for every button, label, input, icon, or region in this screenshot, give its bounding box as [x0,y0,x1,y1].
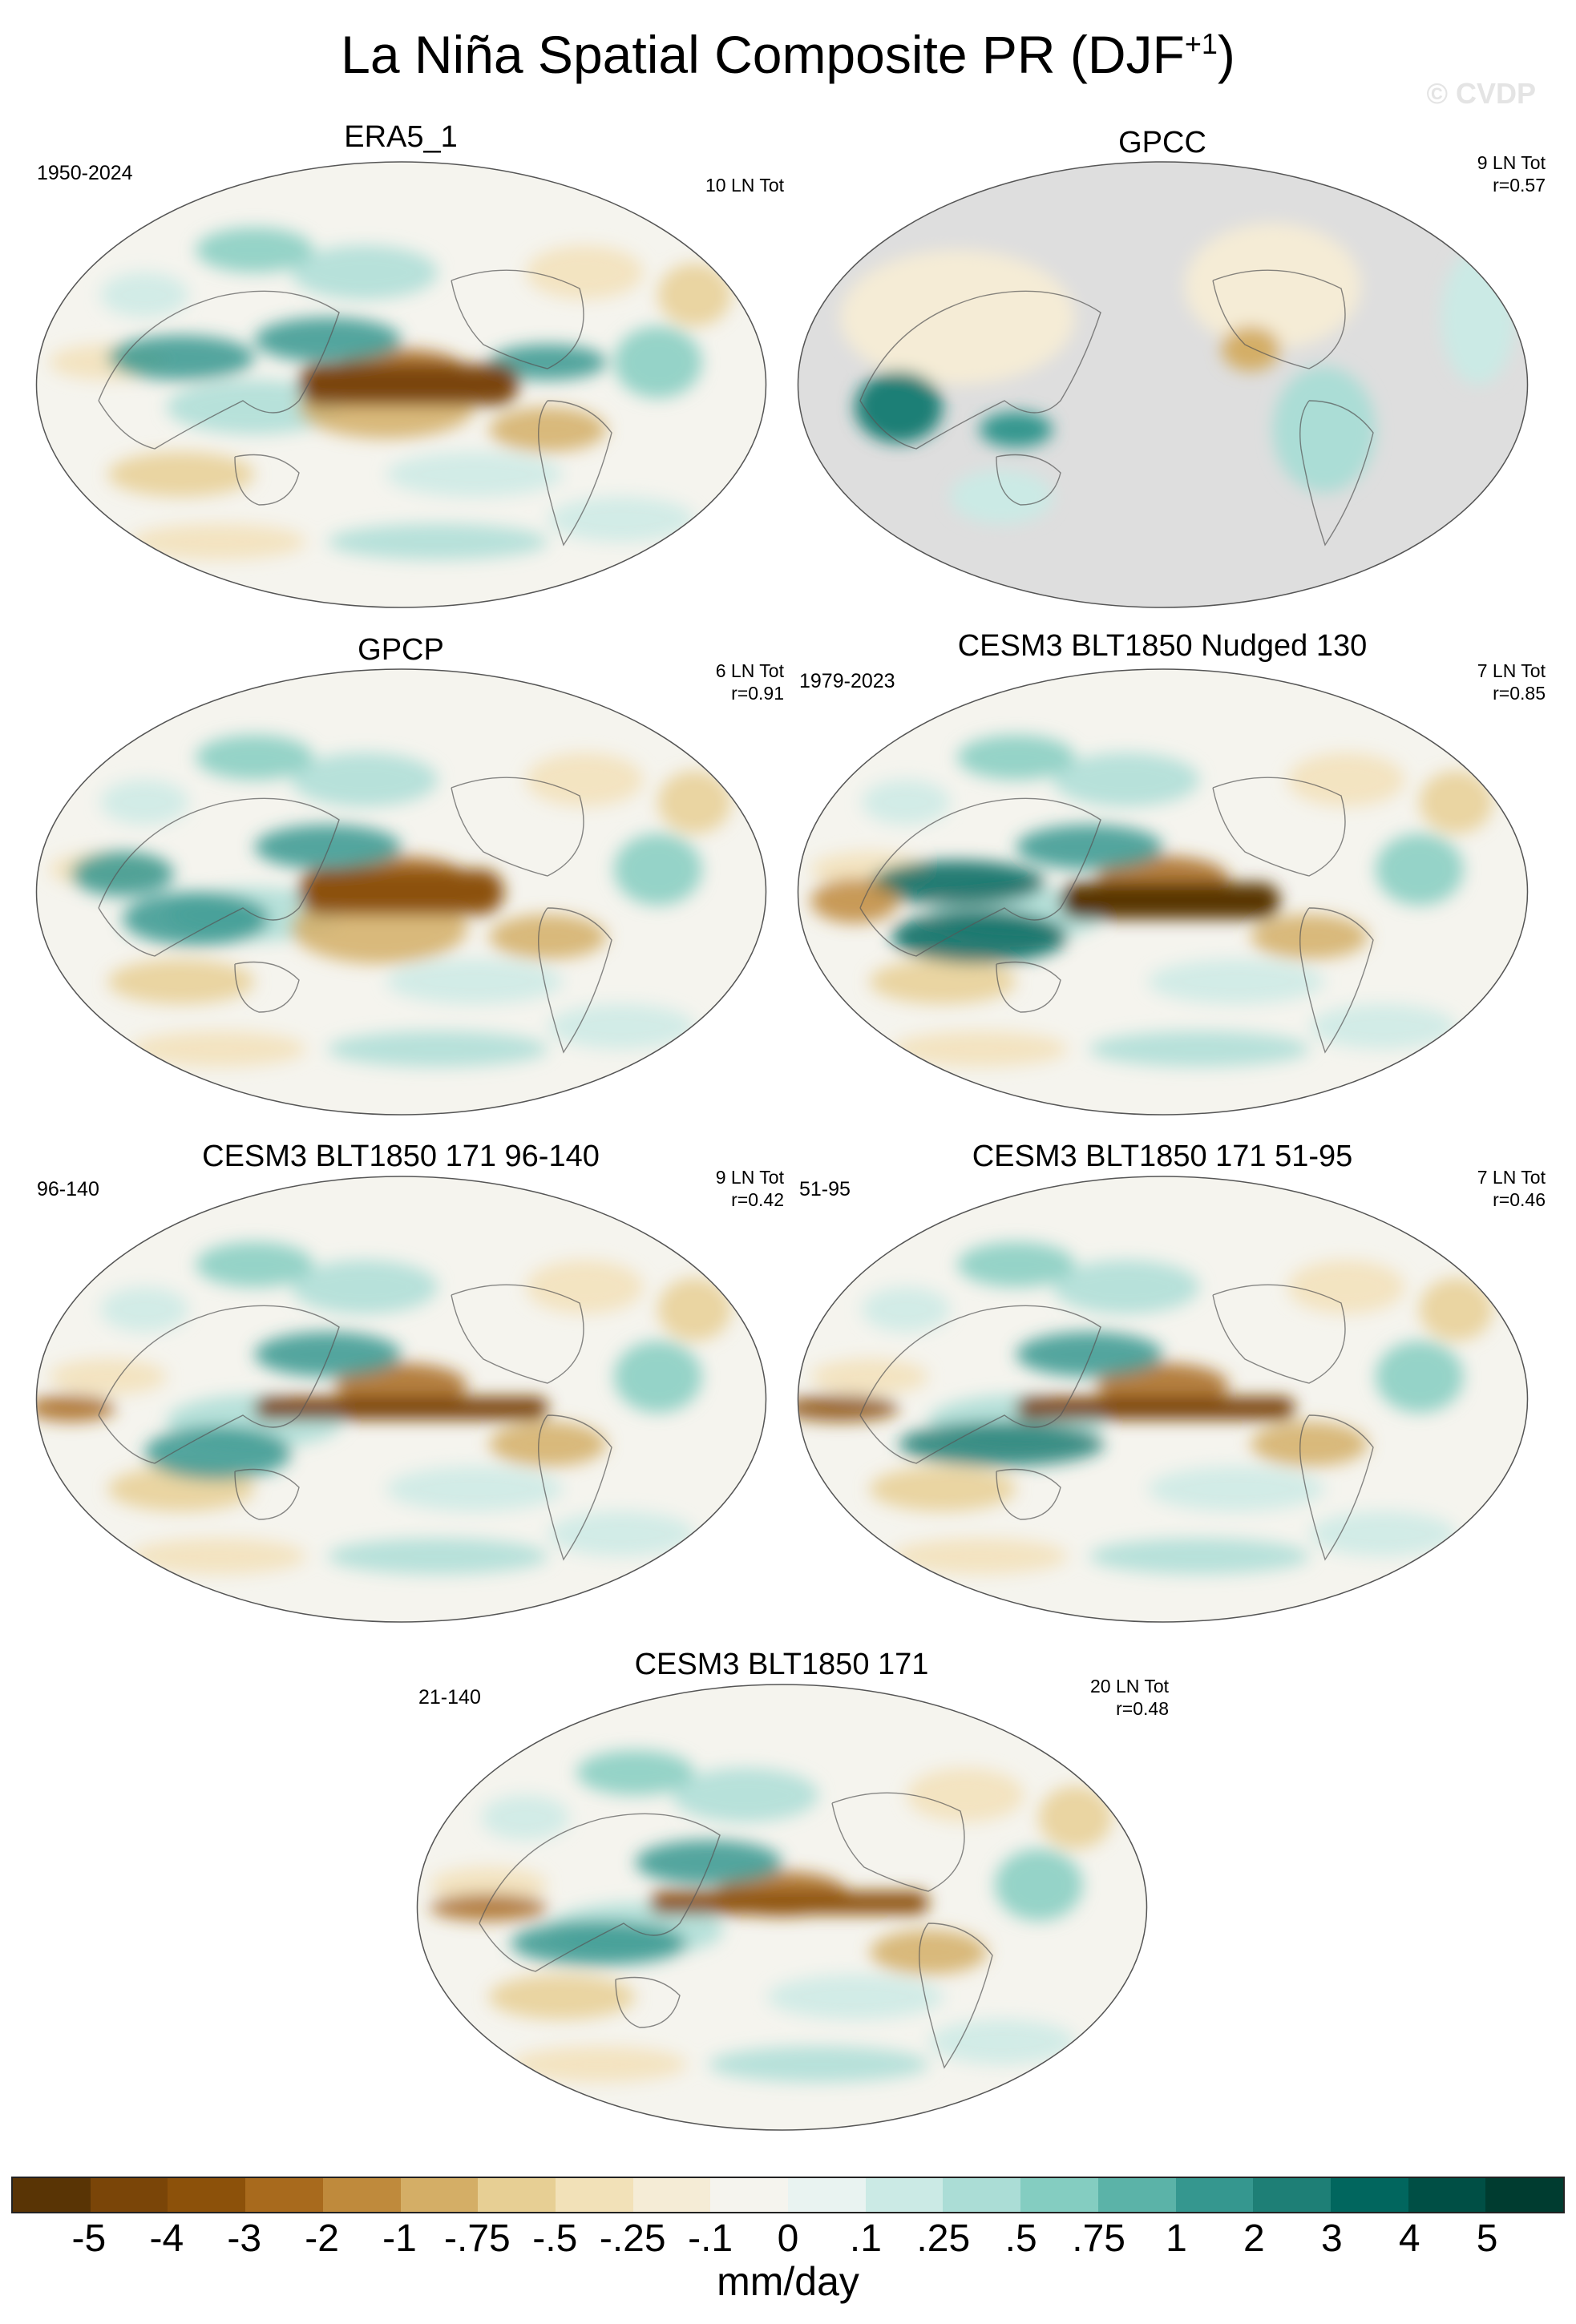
map-96-140 [35,1176,767,1623]
colorbar [11,2177,1565,2213]
colorbar-tick-label: -.5 [532,2217,578,2260]
colorbar-swatch [322,2178,401,2212]
colorbar-swatch [245,2178,323,2212]
colorbar-swatch [90,2178,168,2212]
colorbar-swatch [1485,2178,1564,2212]
panel-title-21-140: CESM3 BLT1850 171 [634,1648,929,1681]
map-gpcp [35,668,767,1116]
colorbar-tick-label: 4 [1398,2217,1420,2260]
panel-title-96-140: CESM3 BLT1850 171 96-140 [202,1140,600,1173]
colorbar-swatch [1408,2178,1486,2212]
colorbar-swatch [13,2178,91,2212]
colorbar-tick-label: -2 [305,2217,339,2260]
colorbar-tick-label: -5 [71,2217,107,2260]
colorbar-tick-label: 2 [1243,2217,1265,2260]
colorbar-swatch [168,2178,246,2212]
stats-label-96-140: 9 LN Tot r=0.42 [715,1167,784,1210]
colorbar-swatch [710,2178,789,2212]
colorbar-swatch [1175,2178,1254,2212]
panel-title-51-95: CESM3 BLT1850 171 51-95 [972,1140,1353,1173]
panel-title-nudged: CESM3 BLT1850 Nudged 130 [957,629,1368,663]
colorbar-swatch [632,2178,711,2212]
map-era5 [35,161,767,608]
colorbar-swatch [788,2178,866,2212]
colorbar-tick-label: -3 [227,2217,262,2260]
period-label-51-95: 51-95 [799,1178,851,1200]
colorbar-tick-label: .5 [1004,2217,1037,2260]
colorbar-tick-label: 5 [1476,2217,1498,2260]
period-label-nudged: 1979-2023 [799,670,895,692]
map-gpcc [797,161,1529,608]
colorbar-swatch [478,2178,556,2212]
colorbar-tick-label: 0 [777,2217,799,2260]
colorbar-tick-label: -.75 [444,2217,511,2260]
colorbar-swatch [1020,2178,1098,2212]
figure-title: La Niña Spatial Composite PR (DJF+1) [341,25,1235,84]
panel-title-gpcc: GPCC [1118,126,1206,159]
watermark: © CVDP [1426,77,1536,110]
map-21-140 [416,1684,1148,2131]
colorbar-swatch [1330,2178,1408,2212]
colorbar-units: mm/day [717,2259,859,2304]
stats-label-era5: 10 LN Tot [705,175,784,196]
stats-label-gpcp: 6 LN Tot r=0.91 [715,660,784,704]
stats-label-21-140: 20 LN Tot r=0.48 [1089,1676,1169,1719]
colorbar-swatch [943,2178,1021,2212]
colorbar-tick-label: 1 [1166,2217,1187,2260]
colorbar-tick-label: .25 [916,2217,971,2260]
panel-title-era5: ERA5_1 [344,120,458,154]
colorbar-tick-label: .75 [1072,2217,1125,2260]
panel-title-gpcp: GPCP [358,633,444,667]
colorbar-tick-label: -.1 [688,2217,733,2260]
colorbar-swatch [555,2178,633,2212]
stats-label-gpcc: 9 LN Tot r=0.57 [1477,152,1546,196]
stats-label-nudged: 7 LN Tot r=0.85 [1477,660,1546,704]
colorbar-swatch [1253,2178,1331,2212]
colorbar-swatch [400,2178,479,2212]
colorbar-tick-label: -4 [149,2217,184,2260]
period-label-era5: 1950-2024 [37,162,133,184]
map-51-95 [797,1176,1529,1623]
colorbar-tick-label: 3 [1320,2217,1343,2260]
colorbar-tick-label: -.25 [599,2217,666,2260]
map-nudged [797,668,1529,1116]
colorbar-tick-label: -1 [382,2217,417,2260]
colorbar-swatch [865,2178,944,2212]
colorbar-swatch [1097,2178,1176,2212]
colorbar-tick-label: .1 [849,2217,882,2260]
period-label-21-140: 21-140 [418,1686,481,1709]
stats-label-51-95: 7 LN Tot r=0.46 [1477,1167,1546,1210]
period-label-96-140: 96-140 [37,1178,99,1200]
